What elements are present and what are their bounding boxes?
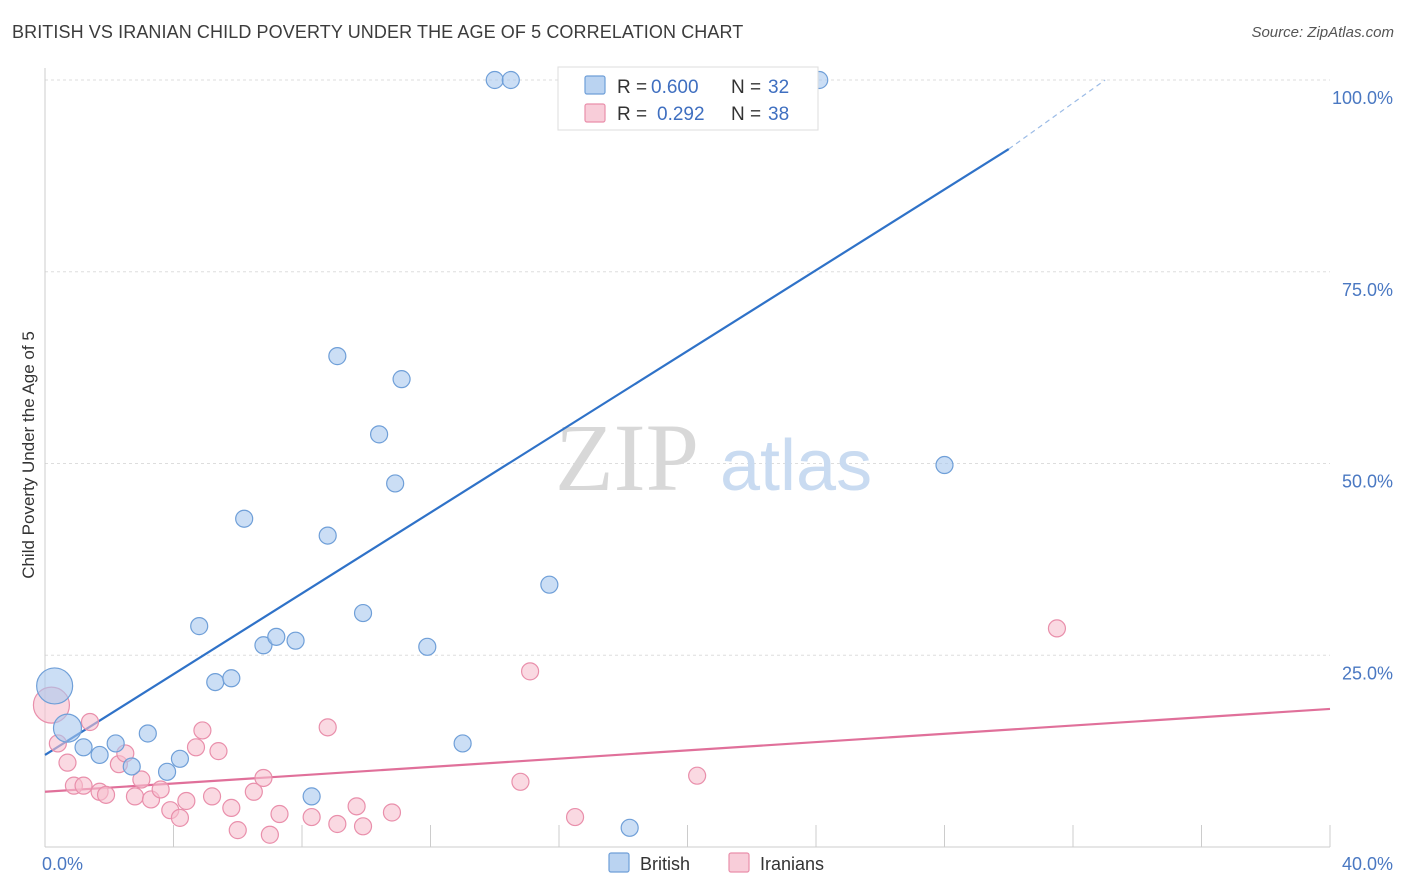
- iranians-n-label: N =: [731, 104, 761, 125]
- british-point: [418, 637, 437, 656]
- british-trend-line: [44, 148, 1010, 756]
- iranians-point: [520, 662, 540, 681]
- iranians-point: [328, 814, 347, 834]
- british-point: [90, 745, 109, 765]
- british-point: [52, 713, 83, 743]
- iranians-point: [270, 804, 289, 824]
- legend-iranians-label: Iranians: [760, 854, 824, 874]
- british-point: [370, 425, 389, 444]
- tick-labels: 25.0% 50.0% 75.0% 100.0% 0.0% 40.0%: [42, 88, 1393, 874]
- iranians-point: [186, 738, 206, 757]
- x-tick-label: 40.0%: [1342, 854, 1393, 874]
- british-point: [453, 734, 472, 753]
- british-point: [318, 526, 337, 545]
- british-point: [302, 787, 321, 806]
- british-point: [267, 627, 286, 646]
- british-point: [190, 617, 209, 636]
- iranians-r-value: 0.292: [657, 104, 705, 125]
- british-point: [386, 474, 405, 493]
- british-point: [106, 734, 125, 753]
- iranians-point: [96, 785, 116, 804]
- british-point: [254, 636, 273, 655]
- iranians-point: [254, 768, 273, 788]
- source-credit: Source: ZipAtlas.com: [1251, 24, 1394, 41]
- chart-title: BRITISH VS IRANIAN CHILD POVERTY UNDER T…: [12, 22, 744, 42]
- y-tick-label: 25.0%: [1342, 663, 1393, 683]
- iranians-point: [1047, 619, 1067, 638]
- iranians-point: [244, 782, 263, 801]
- british-point: [328, 347, 347, 366]
- iranians-point: [353, 817, 373, 836]
- iranians-point: [177, 791, 196, 811]
- iranians-point: [688, 766, 707, 785]
- british-point: [222, 669, 241, 688]
- iranians-point: [209, 742, 228, 761]
- watermark-atlas: atlas: [720, 426, 872, 506]
- iranians-point: [347, 797, 366, 816]
- iranians-point: [58, 753, 77, 772]
- british-r-label: R =: [617, 77, 647, 98]
- iranians-point: [565, 807, 585, 827]
- legend-iranians-swatch: [728, 852, 750, 873]
- iranians-point: [202, 787, 222, 806]
- iranians-point: [132, 770, 151, 789]
- british-point: [235, 509, 254, 528]
- iranians-swatch: [584, 103, 606, 123]
- iranians-point: [74, 776, 93, 795]
- british-point: [540, 575, 559, 594]
- iranians-r-label: R =: [617, 104, 647, 125]
- british-r-value: 0.600: [651, 77, 699, 98]
- y-tick-label: 50.0%: [1342, 472, 1393, 492]
- british-point: [138, 724, 157, 743]
- british-point: [392, 370, 411, 389]
- british-point: [122, 757, 141, 776]
- iranians-point: [511, 772, 530, 791]
- series-legend: British Iranians: [608, 852, 824, 874]
- legend-british-swatch: [608, 852, 630, 873]
- iranians-point: [125, 787, 145, 806]
- british-point: [206, 672, 225, 692]
- iranians-point: [228, 821, 247, 840]
- watermark: ZIP atlas: [555, 404, 872, 511]
- y-axis-label: Child Poverty Under the Age of 5: [19, 331, 38, 579]
- british-point: [36, 667, 74, 705]
- iranians-point: [222, 798, 241, 817]
- british-point: [620, 818, 639, 837]
- data-points: [32, 70, 1067, 844]
- stats-legend: R = 0.600 N = 32 R = 0.292 N = 38: [557, 66, 819, 131]
- x-tick-label: 0.0%: [42, 854, 83, 874]
- iranians-point: [382, 803, 402, 822]
- legend-british-label: British: [640, 854, 690, 874]
- british-point: [170, 749, 190, 768]
- british-point: [935, 455, 954, 475]
- iranians-point: [193, 721, 212, 740]
- iranians-n-value: 38: [768, 104, 789, 125]
- iranians-point: [80, 712, 100, 732]
- y-tick-label: 75.0%: [1342, 280, 1393, 300]
- iranians-point: [260, 825, 279, 844]
- british-trend-extension: [1008, 79, 1106, 150]
- british-point: [286, 631, 305, 650]
- british-point: [353, 603, 373, 623]
- iranians-trend-line: [44, 707, 1331, 793]
- y-tick-label: 100.0%: [1332, 88, 1393, 108]
- british-point: [157, 762, 177, 781]
- british-n-label: N =: [731, 77, 761, 98]
- grid-lines: [45, 79, 1330, 656]
- iranians-point: [151, 780, 170, 799]
- british-point: [485, 70, 504, 90]
- iranians-point: [318, 718, 337, 737]
- british-point: [74, 738, 93, 757]
- british-swatch: [584, 75, 606, 95]
- watermark-zip: ZIP: [555, 404, 699, 511]
- iranians-point: [302, 807, 321, 827]
- british-n-value: 32: [768, 77, 789, 98]
- british-point: [501, 70, 520, 90]
- iranians-point: [170, 808, 190, 827]
